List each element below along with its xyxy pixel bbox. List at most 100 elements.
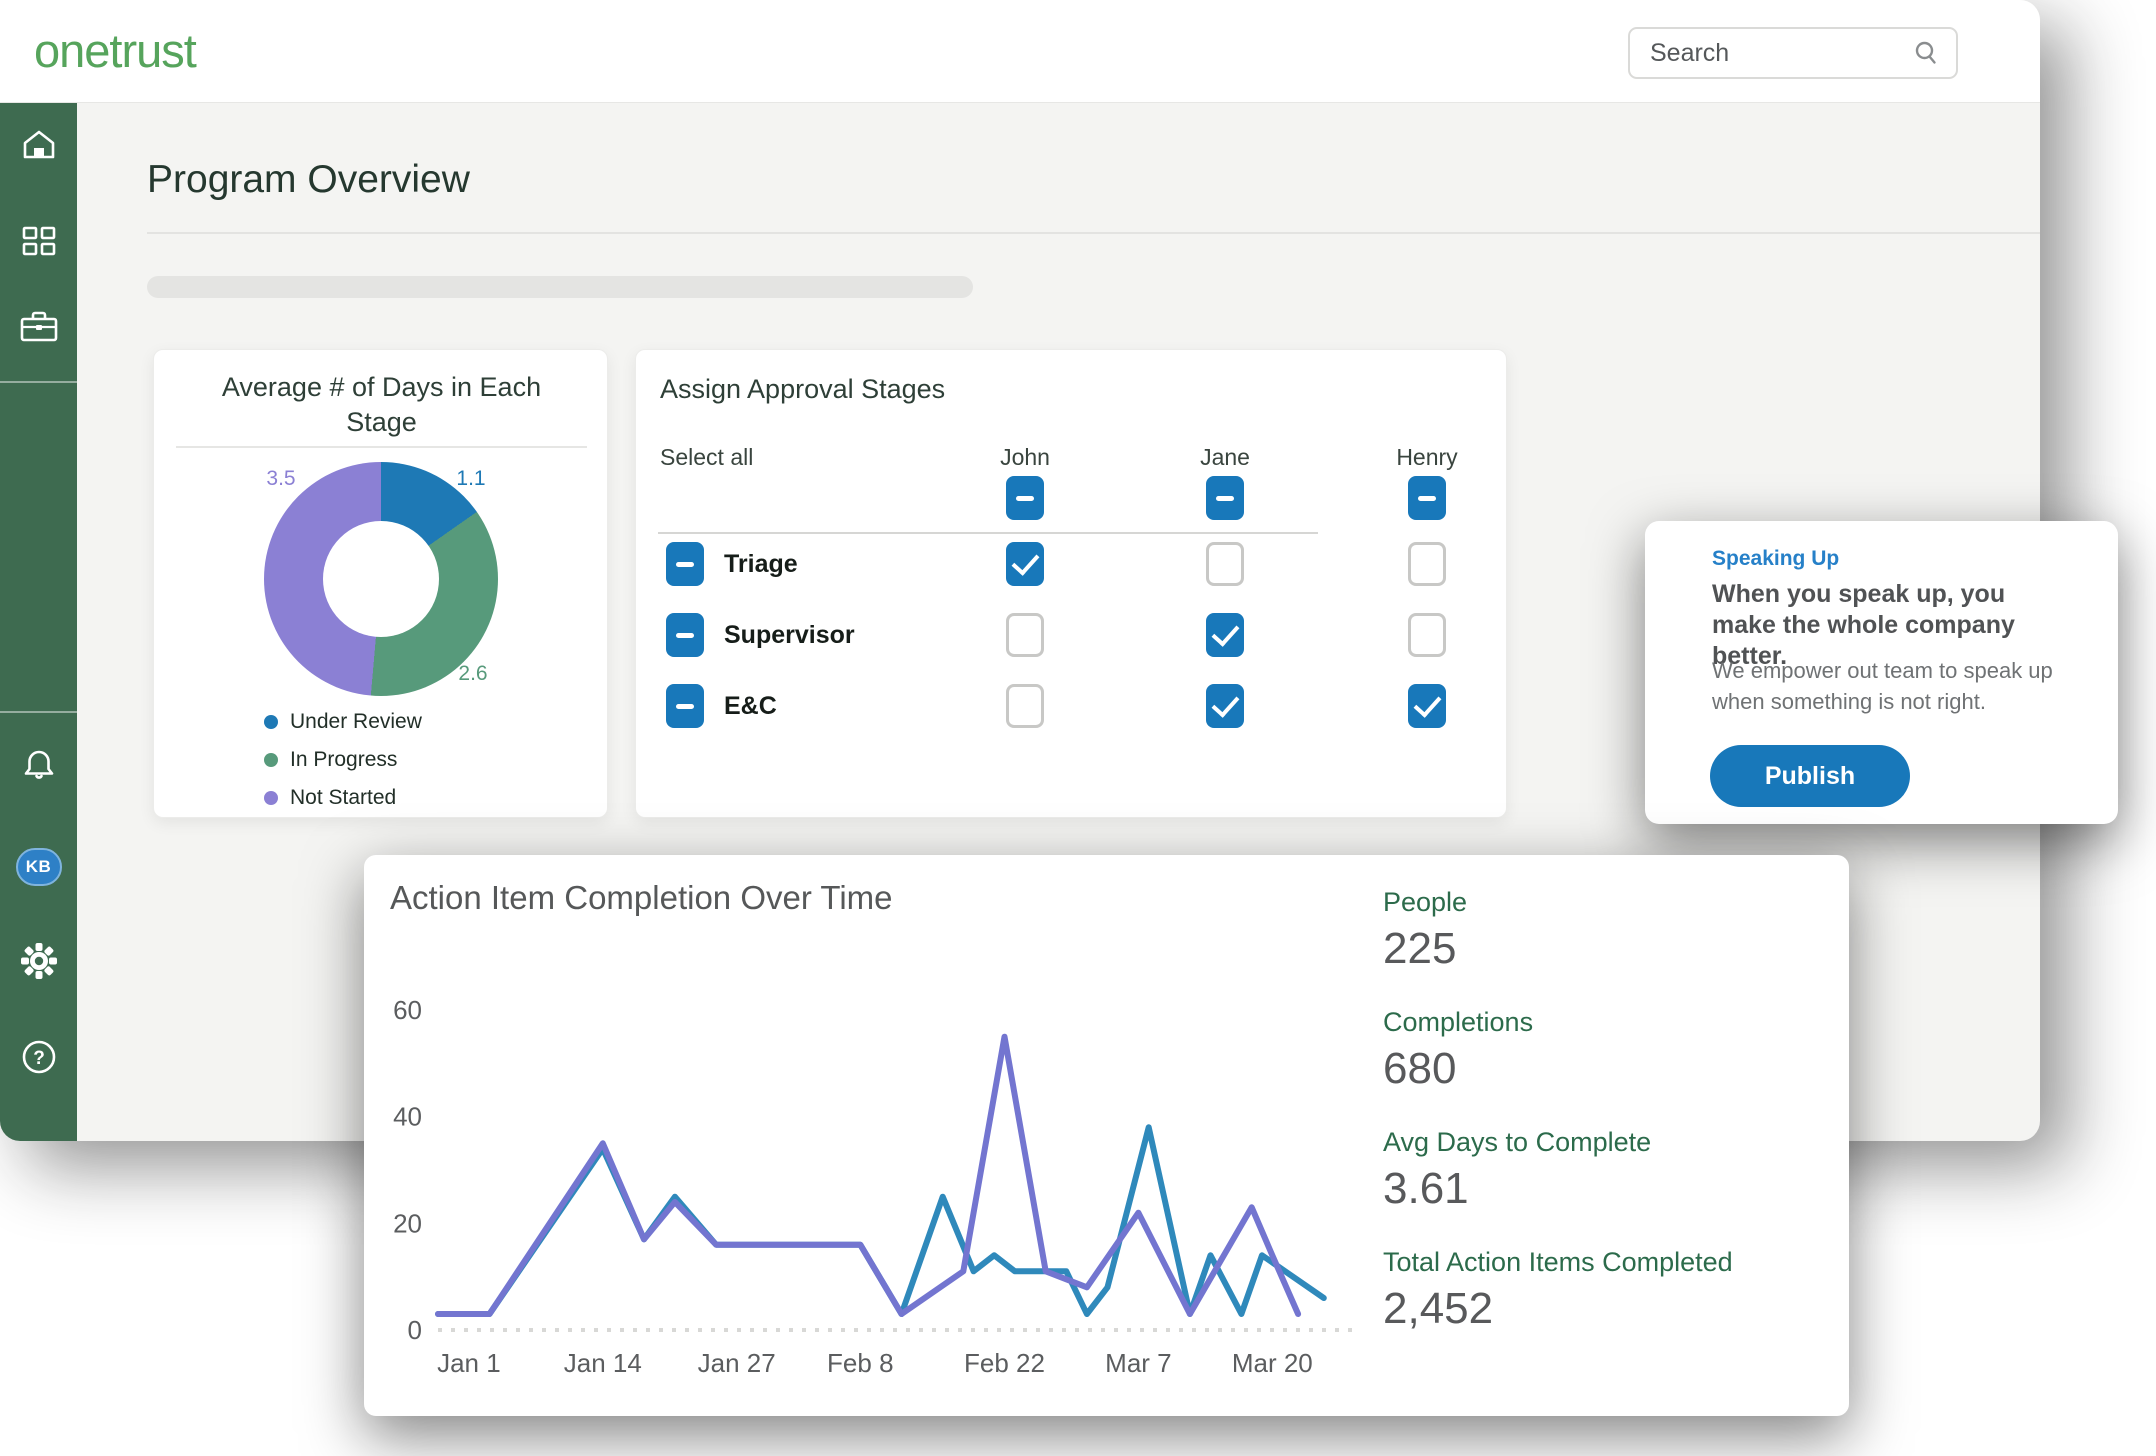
select-all-label: Select all bbox=[660, 444, 754, 470]
approval-stages-card: Assign Approval Stages Select all John J… bbox=[635, 349, 1507, 818]
sidebar-item-home[interactable] bbox=[0, 119, 77, 175]
column-header-jane: Jane bbox=[1200, 444, 1250, 470]
card-divider bbox=[176, 446, 587, 448]
stat-people: People 225 bbox=[1383, 883, 1823, 975]
speaking-up-heading: When you speak up, you make the whole co… bbox=[1712, 580, 2015, 670]
stage-row-label: Supervisor bbox=[724, 621, 855, 649]
legend-dot bbox=[264, 753, 278, 767]
onetrust-logo: onetrust bbox=[34, 24, 197, 77]
completion-chart-card: Action Item Completion Over Time 0 20 40 60… bbox=[364, 855, 1849, 1416]
legend-item-not-started: Not Started bbox=[264, 786, 422, 810]
publish-button[interactable]: Publish bbox=[1710, 745, 1910, 807]
y-axis-tick: 40 bbox=[393, 1102, 422, 1132]
loading-skeleton-bar bbox=[147, 276, 973, 298]
checkbox-row-supervisor[interactable] bbox=[666, 613, 704, 657]
donut-legend: Under Review In Progress Not Started bbox=[264, 710, 422, 810]
stat-value: 3.61 bbox=[1383, 1164, 1469, 1213]
sidebar-item-projects[interactable] bbox=[0, 301, 77, 357]
checkbox-ec-henry[interactable] bbox=[1408, 684, 1446, 728]
checkbox-row-triage[interactable] bbox=[666, 542, 704, 586]
page-title: Program Overview bbox=[147, 158, 470, 201]
speaking-up-card: Speaking Up When you speak up, you make … bbox=[1645, 521, 2118, 824]
x-axis-tick: Mar 7 bbox=[1105, 1348, 1171, 1378]
home-icon bbox=[20, 127, 58, 168]
title-divider bbox=[147, 232, 2040, 234]
stage-row-label: Triage bbox=[724, 550, 798, 578]
checkbox-ec-john[interactable] bbox=[1006, 684, 1044, 728]
stat-completions: Completions 680 bbox=[1383, 1003, 1823, 1095]
top-bar: onetrust bbox=[0, 0, 2040, 103]
donut-hole bbox=[323, 521, 439, 637]
briefcase-icon bbox=[19, 310, 59, 349]
x-axis-tick: Mar 20 bbox=[1232, 1348, 1313, 1378]
sidebar-item-help[interactable]: ? bbox=[0, 1031, 77, 1087]
completion-chart-title: Action Item Completion Over Time bbox=[390, 879, 893, 916]
legend-dot bbox=[264, 791, 278, 805]
sidebar-nav: KB bbox=[0, 103, 77, 1141]
bell-icon bbox=[21, 747, 57, 788]
donut-value-in-progress: 2.6 bbox=[458, 662, 488, 685]
column-header-john: John bbox=[1000, 444, 1050, 470]
checkbox-supervisor-jane[interactable] bbox=[1206, 613, 1244, 657]
stat-label: Avg Days to Complete bbox=[1383, 1127, 1652, 1157]
sidebar-item-apps[interactable] bbox=[0, 215, 77, 271]
settings-gear-icon bbox=[19, 941, 59, 986]
legend-label: Under Review bbox=[290, 710, 422, 733]
approval-card-title: Assign Approval Stages bbox=[660, 374, 946, 404]
search-box[interactable] bbox=[1628, 27, 1958, 79]
checkbox-ec-jane[interactable] bbox=[1206, 684, 1244, 728]
x-axis-tick: Jan 14 bbox=[564, 1348, 642, 1378]
avatar: KB bbox=[15, 848, 62, 886]
stat-value: 680 bbox=[1383, 1044, 1457, 1093]
x-axis-tick: Jan 27 bbox=[698, 1348, 776, 1378]
series-line-completions bbox=[435, 1124, 1327, 1317]
checkbox-selectall-henry[interactable] bbox=[1408, 476, 1446, 520]
avg-days-card: Average # of Days in Each Stage 3.5 1.1 … bbox=[153, 349, 608, 818]
sidebar-item-settings[interactable] bbox=[0, 935, 77, 991]
checkbox-supervisor-henry[interactable] bbox=[1408, 613, 1446, 657]
sidebar-item-profile[interactable]: KB bbox=[0, 839, 77, 895]
speaking-up-tag: Speaking Up bbox=[1712, 547, 1840, 570]
matrix-divider bbox=[658, 532, 1318, 534]
checkbox-selectall-john[interactable] bbox=[1006, 476, 1044, 520]
svg-text:?: ? bbox=[33, 1048, 45, 1069]
checkbox-triage-john[interactable] bbox=[1006, 542, 1044, 586]
stat-avg-days: Avg Days to Complete 3.61 bbox=[1383, 1123, 1823, 1215]
checkbox-triage-jane[interactable] bbox=[1206, 542, 1244, 586]
legend-label: Not Started bbox=[290, 786, 397, 809]
completion-line-chart: 0 20 40 60 Jan 1 Jan 14 Jan 27 Feb 8 Feb 22 Mar 7… bbox=[393, 995, 1359, 1378]
y-axis-tick: 20 bbox=[393, 1208, 422, 1238]
search-input[interactable] bbox=[1650, 38, 1912, 68]
legend-label: In Progress bbox=[290, 748, 398, 771]
legend-item-under-review: Under Review bbox=[264, 710, 422, 734]
stat-label: People bbox=[1383, 887, 1468, 917]
legend-dot bbox=[264, 715, 278, 729]
y-axis-tick: 0 bbox=[408, 1315, 422, 1345]
avg-days-card-title: Average # of Days in Each Stage bbox=[221, 372, 542, 437]
help-icon: ? bbox=[20, 1038, 58, 1081]
stat-value: 2,452 bbox=[1383, 1284, 1494, 1333]
stage-row-label: E&C bbox=[724, 692, 777, 720]
stat-value: 225 bbox=[1383, 924, 1457, 973]
donut-value-not-started: 3.5 bbox=[266, 467, 296, 490]
checkbox-selectall-jane[interactable] bbox=[1206, 476, 1244, 520]
sidebar-divider-bottom bbox=[0, 711, 77, 713]
search-icon[interactable] bbox=[1912, 39, 1940, 67]
speaking-up-body: We empower out team to speak up when som… bbox=[1712, 658, 2053, 714]
checkbox-row-ec[interactable] bbox=[666, 684, 704, 728]
x-axis-tick: Jan 1 bbox=[437, 1348, 501, 1378]
sidebar-item-notifications[interactable] bbox=[0, 739, 77, 795]
legend-item-in-progress: In Progress bbox=[264, 748, 422, 772]
stats-panel: People 225 Completions 680 Avg Days to C… bbox=[1383, 883, 1823, 1363]
x-axis-tick: Feb 8 bbox=[827, 1348, 894, 1378]
column-header-henry: Henry bbox=[1396, 444, 1458, 470]
checkbox-triage-henry[interactable] bbox=[1408, 542, 1446, 586]
stat-total-items: Total Action Items Completed 2,452 bbox=[1383, 1243, 1823, 1335]
x-axis-tick: Feb 22 bbox=[964, 1348, 1045, 1378]
series-line-action-items bbox=[435, 1033, 1302, 1317]
stat-label: Total Action Items Completed bbox=[1383, 1247, 1733, 1277]
checkbox-supervisor-john[interactable] bbox=[1006, 613, 1044, 657]
y-axis-tick: 60 bbox=[393, 995, 422, 1025]
stat-label: Completions bbox=[1383, 1007, 1534, 1037]
